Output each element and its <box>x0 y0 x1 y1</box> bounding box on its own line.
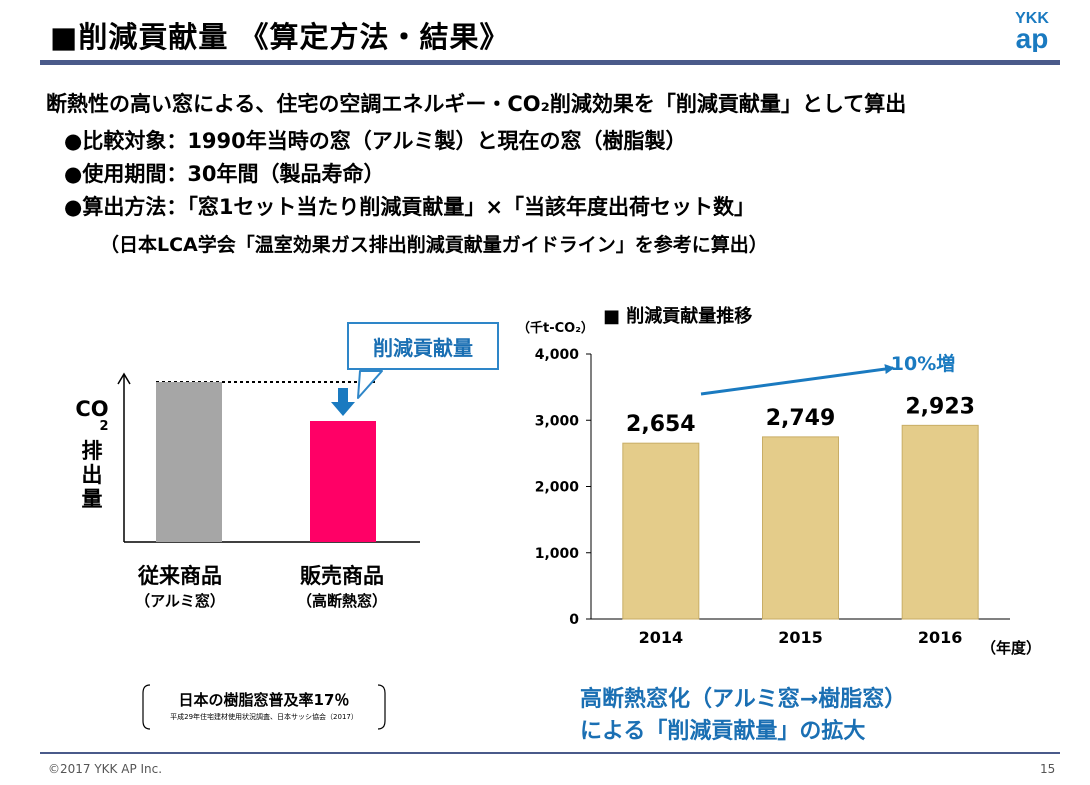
chart-x-unit-label: （年度） <box>981 639 1041 657</box>
value-label-2016: 2,923 <box>905 394 975 419</box>
chart-bars: 2,654 2014 2,749 2015 2,923 2016 <box>622 394 979 647</box>
y-tick-label: 3,000 <box>535 413 580 429</box>
y-tick-label: 4,000 <box>535 347 580 363</box>
page-number: 15 <box>1040 762 1056 776</box>
x-tick-label-2014: 2014 <box>639 628 684 647</box>
logo-bottom-text: ap <box>1016 23 1049 52</box>
bullet-period: ●使用期間：30年間（製品寿命） <box>64 162 385 186</box>
category-conventional: 従来商品 <box>138 564 222 588</box>
chart-unit-label: （千t-CO₂） <box>517 320 594 336</box>
x-tick-label-2016: 2016 <box>918 628 963 647</box>
intro-text: 断熱性の高い窓による、住宅の空調エネルギー・CO₂削減効果を「削減貢献量」として… <box>46 92 907 116</box>
resin-window-share-note: 日本の樹脂窓普及率17％ <box>178 691 350 709</box>
category-conventional-sub: （アルミ窓） <box>135 592 225 610</box>
note-brackets <box>142 684 386 730</box>
reduction-callout: 削減貢献量 <box>347 322 499 370</box>
conventional-product-bar <box>156 382 222 542</box>
reduction-arrow-icon <box>331 402 355 416</box>
category-sold: 販売商品 <box>300 564 384 588</box>
conclusion-line-1: 高断熱窓化（アルミ窓→樹脂窓） <box>580 687 907 712</box>
concept-chart: CO 2 排 出 量 <box>75 370 420 543</box>
bullet-comparison: ●比較対象：1990年当時の窓（アルミ製）と現在の窓（樹脂製） <box>64 129 687 153</box>
note-source: 平成29年住宅建材使用状況調査、日本サッシ協会（2017） <box>170 713 358 721</box>
category-sold-sub: （高断熱窓） <box>296 592 387 610</box>
concept-ylabel-char-3: 量 <box>82 487 103 511</box>
x-tick-label-2015: 2015 <box>778 628 823 647</box>
bullet-method: ●算出方法：「窓1セット当たり削減貢献量」×「当該年度出荷セット数」 <box>64 195 756 219</box>
growth-annotation: 10%増 <box>891 352 955 375</box>
y-tick-label: 2,000 <box>535 480 580 496</box>
ykk-ap-logo: YKK ap <box>1003 6 1061 52</box>
callout-pointer <box>357 370 383 399</box>
value-label-2014: 2,654 <box>626 412 696 437</box>
y-tick-label: 1,000 <box>535 546 580 562</box>
bar-2015 <box>762 436 839 620</box>
y-tick-label: 0 <box>569 612 579 628</box>
concept-ylabel-co: CO <box>75 397 108 421</box>
concept-ylabel-char-1: 排 <box>82 439 103 463</box>
conclusion-line-2: による「削減貢献量」の拡大 <box>580 719 866 744</box>
bullet-method-note: （日本LCA学会「温室効果ガス排出削減貢献量ガイドライン」を参考に算出） <box>100 234 768 256</box>
reduction-arrow-shaft <box>338 388 348 402</box>
title-divider <box>40 60 1060 65</box>
chart-title: ■ 削減貢献量推移 <box>603 306 753 327</box>
page-title: ■削減貢献量 《算定方法・結果》 <box>50 20 510 54</box>
concept-y-axis-arrowhead <box>117 372 131 385</box>
value-label-2015: 2,749 <box>766 406 836 431</box>
sold-product-bar <box>310 421 376 542</box>
chart-y-ticks: 0 1,000 2,000 3,000 4,000 <box>535 347 591 628</box>
reduction-trend-chart: （千t-CO₂） 0 1,000 2,000 3,000 4,000 2,654 2014… <box>517 320 1041 657</box>
bar-2014 <box>622 442 700 620</box>
copyright-text: ©2017 YKK AP Inc. <box>48 762 163 776</box>
concept-ylabel-sub: 2 <box>99 419 108 434</box>
growth-arrow <box>700 364 895 396</box>
bar-2016 <box>901 424 979 620</box>
footer-divider <box>40 752 1060 754</box>
concept-ylabel-char-2: 出 <box>82 463 103 487</box>
logo-top-text: YKK <box>1015 10 1049 27</box>
